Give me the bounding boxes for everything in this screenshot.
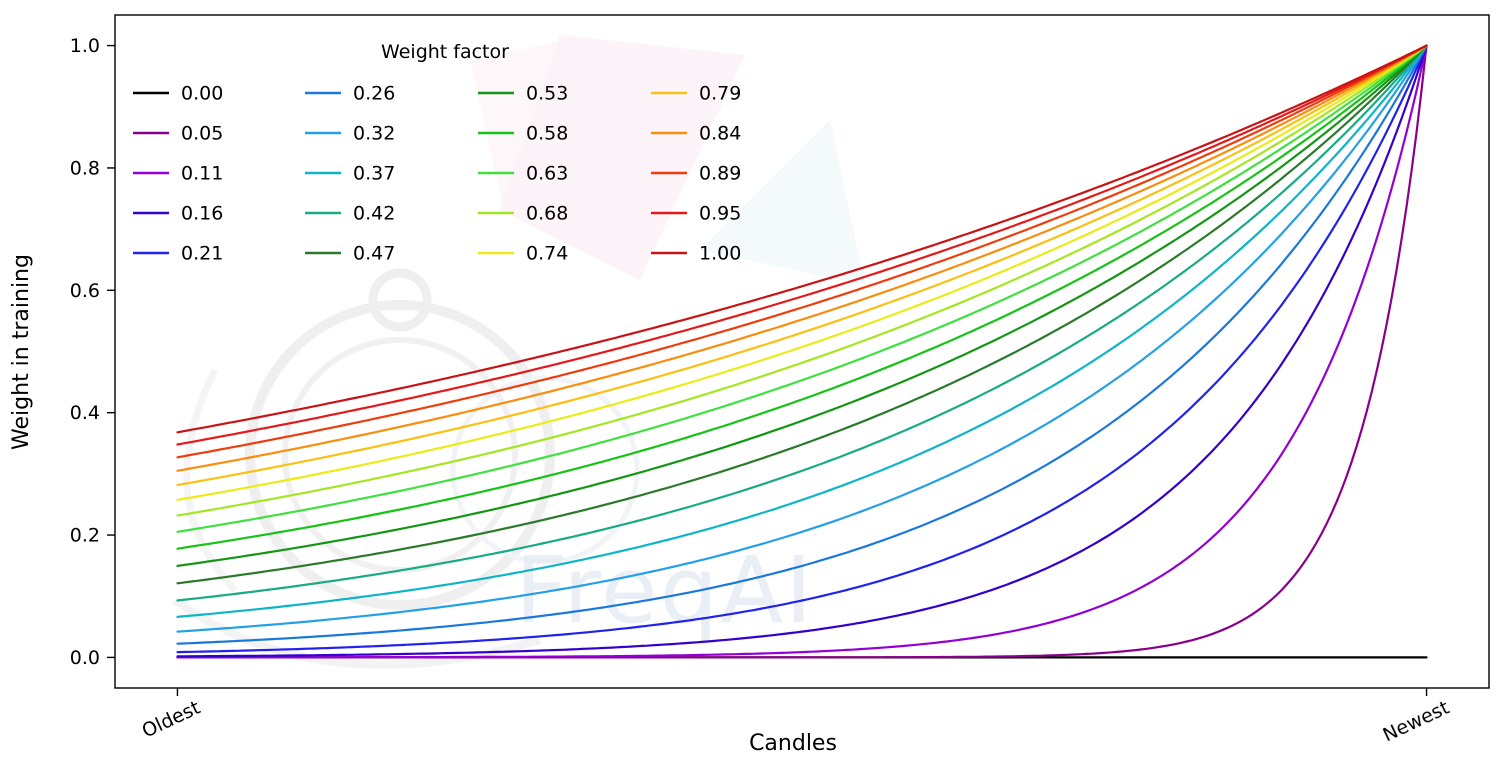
curve-line-0.89: [176, 44, 1428, 459]
curve-line-0.95: [176, 44, 1428, 446]
curve-line-0.79: [176, 44, 1428, 487]
x-axis-label: Candles: [749, 731, 837, 756]
curve-line-0.74: [176, 44, 1428, 501]
legend-label-0.79: 0.79: [699, 83, 741, 105]
curve-line-0.26: [176, 44, 1428, 645]
legend-label-0.05: 0.05: [181, 123, 223, 145]
curve-line-0.68: [176, 44, 1428, 517]
legend-label-0.26: 0.26: [353, 83, 395, 105]
legend-label-0.84: 0.84: [699, 123, 741, 145]
legend-label-0.16: 0.16: [181, 203, 223, 225]
watermark-stopwatch-outer-circle: [245, 300, 555, 610]
curve-line-0.84: [176, 44, 1428, 472]
watermark-circle-small: [450, 375, 640, 565]
curve-line-0.16: [176, 44, 1428, 658]
curve-line-0.42: [176, 44, 1428, 602]
curve-line-1.00: [176, 44, 1428, 434]
y-tick-label: 0.8: [70, 157, 100, 179]
legend-label-0.58: 0.58: [526, 123, 568, 145]
curve-line-0.32: [176, 44, 1428, 633]
curve-line-0.63: [176, 44, 1428, 533]
y-tick-label: 0.0: [70, 647, 100, 669]
plot-area: 0.0 0.2 0.4 0.6 0.8 1.0 Oldest Newest 0.00 0.05 0.…: [70, 14, 1490, 747]
y-axis-label: Weight in training: [9, 254, 34, 450]
y-tick-label: 0.4: [70, 402, 100, 424]
watermark-swirl-2: [183, 368, 238, 593]
legend-label-0.11: 0.11: [181, 163, 223, 185]
legend-label-0.74: 0.74: [526, 243, 568, 265]
watermark-text: FreqAI: [515, 537, 814, 644]
curve-line-0.37: [176, 44, 1428, 619]
watermark-stopwatch-crown: [368, 268, 432, 332]
legend-label-0.89: 0.89: [699, 163, 741, 185]
legend-label-0.63: 0.63: [526, 163, 568, 185]
y-tick-label: 0.2: [70, 525, 100, 547]
curve-line-0.21: [176, 44, 1428, 654]
legend-label-0.47: 0.47: [353, 243, 395, 265]
freqai-watermark: FreqAI: [172, 35, 865, 669]
y-tick-label: 0.6: [70, 280, 100, 302]
legend-label-0.21: 0.21: [181, 243, 223, 265]
legend-label-0.95: 0.95: [699, 203, 741, 225]
legend-label-0.00: 0.00: [181, 83, 223, 105]
x-tick-label: Newest: [1379, 697, 1452, 747]
curve-line-0.53: [176, 44, 1428, 568]
watermark-shape-blue: [700, 120, 865, 285]
legend-title: Weight factor: [381, 41, 509, 63]
watermark-swirl: [172, 596, 542, 669]
watermark-shape-pink: [500, 35, 745, 280]
legend-label-0.53: 0.53: [526, 83, 568, 105]
curve-line-0.47: [176, 44, 1428, 585]
legend-label-0.37: 0.37: [353, 163, 395, 185]
legend-label-0.32: 0.32: [353, 123, 395, 145]
legend-label-0.68: 0.68: [526, 203, 568, 225]
legend-label-1.00: 1.00: [699, 243, 741, 265]
y-tick-label: 1.0: [70, 35, 100, 57]
curve-line-0.58: [176, 44, 1428, 550]
legend-label-0.42: 0.42: [353, 203, 395, 225]
watermark-shape-pink-2: [470, 38, 575, 215]
axes-frame: [114, 14, 1490, 689]
x-tick-label: Oldest: [139, 697, 204, 743]
curve-line-0.11: [176, 44, 1428, 659]
